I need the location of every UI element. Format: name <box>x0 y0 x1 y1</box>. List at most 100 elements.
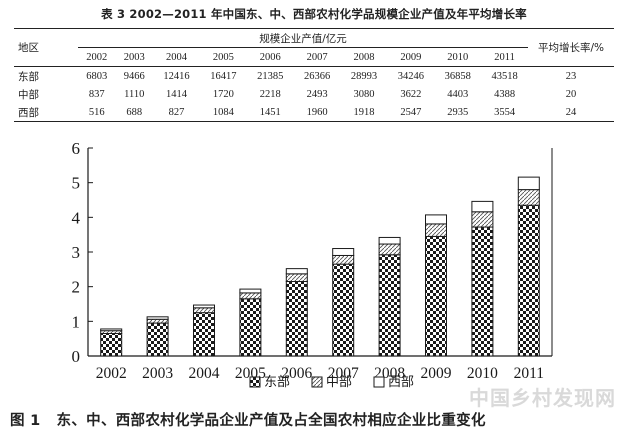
bar-segment <box>471 226 494 357</box>
bar-segment <box>332 248 355 256</box>
bar-segment <box>378 254 401 357</box>
legend-swatch <box>373 376 385 388</box>
bar-segment <box>146 322 169 357</box>
table-cell: 12416 <box>163 70 190 82</box>
x-tick-label: 2011 <box>514 365 544 382</box>
bar-segment <box>100 332 123 357</box>
header-value-group: 规模企业产值/亿元 <box>78 28 528 48</box>
bar-segment <box>285 268 308 275</box>
legend-swatch <box>249 376 261 388</box>
year-header: 2005 <box>199 47 247 67</box>
table-cell: 3554 <box>494 106 516 118</box>
legend-label: 东部 <box>264 375 290 390</box>
bar-segment <box>193 307 215 314</box>
bar-segment <box>146 316 169 320</box>
year-header: 2010 <box>434 47 482 67</box>
bar-segment <box>285 280 308 357</box>
table-cell: 2493 <box>306 88 328 100</box>
legend-label: 中部 <box>326 375 352 390</box>
bar-segment <box>239 298 262 357</box>
bar-segment <box>332 254 355 265</box>
bar-segment <box>285 273 308 282</box>
y-tick-label: 4 <box>72 208 81 227</box>
bar-segment <box>425 235 447 357</box>
table-cell: 34246 <box>397 70 424 82</box>
bar-segment <box>239 292 262 300</box>
x-tick-label: 2010 <box>467 365 498 382</box>
table-cell: 9466 <box>123 70 145 82</box>
year-header-row: 2002 2003 2004 2005 2006 2007 2008 2009 2010 2011 <box>14 47 614 67</box>
bar-segment <box>425 214 447 225</box>
year-header: 2002 <box>78 47 116 67</box>
table-cell: 688 <box>126 106 143 118</box>
legend-label: 西部 <box>388 375 414 390</box>
row-rate: 20 <box>565 88 577 100</box>
year-header: 2011 <box>481 47 528 67</box>
bar-segment <box>471 200 494 213</box>
table-cell: 26366 <box>303 70 331 82</box>
row-region: 西部 <box>18 106 39 119</box>
bar-segment <box>517 204 540 357</box>
table-cell: 3080 <box>353 88 375 100</box>
x-tick-label: 2007 <box>328 365 359 382</box>
table-cell: 1918 <box>353 106 375 118</box>
data-table: 地区 规模企业产值/亿元 平均增长率/% 2002 2003 2004 2005 200… <box>14 28 614 122</box>
year-header: 2003 <box>115 47 153 67</box>
table-cell: 4388 <box>494 88 516 100</box>
row-rate: 23 <box>565 70 577 82</box>
bar-segment <box>471 211 494 228</box>
table-cell: 6803 <box>86 70 108 82</box>
table-cell: 1960 <box>306 106 328 118</box>
bar-segment <box>378 236 401 245</box>
bar-segment <box>193 312 215 357</box>
bar-segment <box>239 288 262 294</box>
bar-segment <box>425 223 447 237</box>
x-tick-label: 2002 <box>96 365 127 382</box>
x-tick-label: 2006 <box>281 365 312 382</box>
table-row: 东部 6803 9466 12416 16417 21385 26366 28993 34246… <box>14 67 614 86</box>
x-tick-label: 2003 <box>142 365 173 382</box>
table-cell: 1110 <box>124 88 145 100</box>
y-tick-label: 0 <box>72 347 81 366</box>
bar-segment <box>378 243 401 256</box>
figure-caption: 图 1 东、中、西部农村化学品企业产值及占全国农村相应企业比重变化 <box>10 409 622 430</box>
x-tick-label: 2004 <box>189 365 220 382</box>
y-tick-label: 6 <box>72 140 81 158</box>
watermark: 中国乡村发现网 <box>469 386 616 410</box>
table-cell: 1084 <box>212 106 234 118</box>
table-cell: 4403 <box>447 88 469 100</box>
year-header: 2004 <box>153 47 200 67</box>
row-region: 中部 <box>18 88 39 101</box>
year-header: 2007 <box>293 47 341 67</box>
x-tick-label: 2009 <box>421 365 452 382</box>
year-header: 2008 <box>340 47 388 67</box>
table-cell: 2547 <box>400 106 422 118</box>
table-cell: 3622 <box>400 88 422 100</box>
table-caption: 表 3 2002—2011 年中国东、中、西部农村化学品规模企业产值及年平均增长… <box>101 7 527 21</box>
table-cell: 36858 <box>444 70 471 82</box>
y-tick-label: 3 <box>72 243 81 262</box>
table-cell: 2935 <box>447 106 469 118</box>
table-cell: 1451 <box>259 106 281 118</box>
bar-segment <box>146 318 169 324</box>
table-cell: 21385 <box>257 70 284 82</box>
header-region: 地区 <box>14 28 78 67</box>
table-cell: 837 <box>88 88 105 100</box>
table-row: 中部 837 1110 1414 1720 2218 2493 3080 3622 4403 438… <box>14 85 614 103</box>
table-cell: 28993 <box>350 70 378 82</box>
table-cell: 43518 <box>491 70 518 82</box>
table-cell: 1414 <box>165 88 187 100</box>
table-cell: 2218 <box>259 88 281 100</box>
year-header: 2009 <box>387 47 435 67</box>
legend-swatch <box>311 376 323 388</box>
year-header: 2006 <box>246 47 294 67</box>
row-region: 东部 <box>18 70 39 83</box>
bar-segment <box>100 328 123 332</box>
table-row: 西部 516 688 827 1084 1451 1960 1918 2547 2935 3554 2… <box>14 103 614 122</box>
table-cell: 16417 <box>210 70 237 82</box>
table-cell: 1720 <box>212 88 234 100</box>
figure-caption-text: 东、中、西部农村化学品企业产值及占全国农村相应企业比重变化 <box>56 413 486 429</box>
header-rate: 平均增长率/% <box>528 28 614 67</box>
row-rate: 24 <box>565 106 577 118</box>
